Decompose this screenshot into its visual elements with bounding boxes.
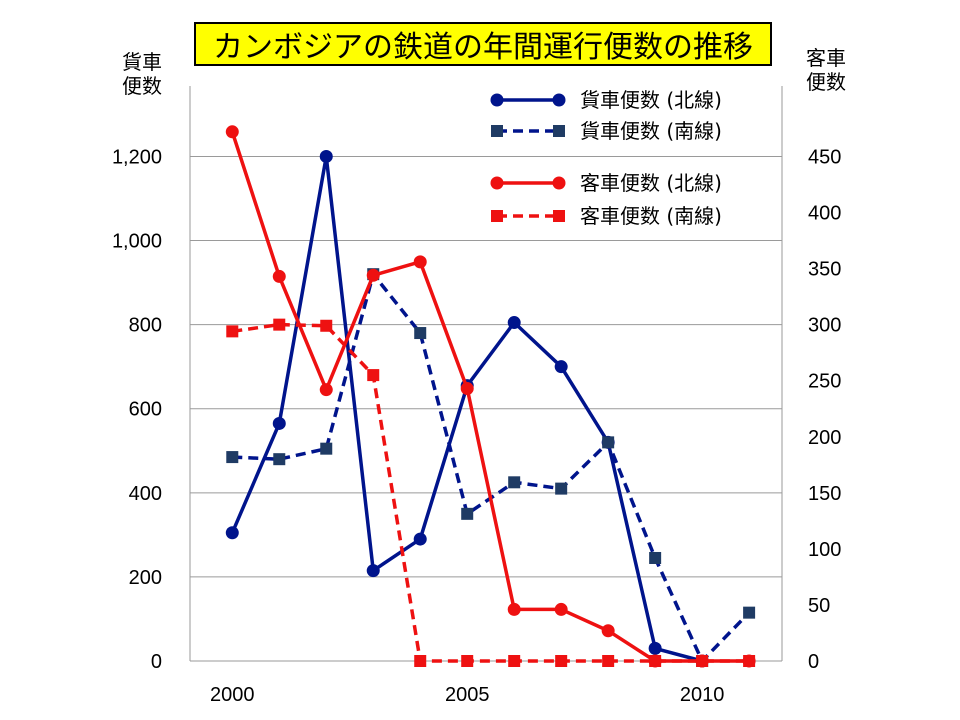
data-point	[461, 655, 474, 667]
right-axis-title-line2: 便数	[806, 70, 846, 94]
series-line	[232, 272, 751, 663]
series-group	[225, 125, 756, 668]
data-point	[225, 125, 239, 139]
data-point	[743, 606, 756, 619]
left-tick-label: 1,200	[112, 146, 162, 168]
data-point	[508, 655, 521, 667]
data-point	[319, 149, 333, 163]
left-axis-title-line1: 貨車	[122, 50, 162, 74]
legend-label: 客車便数 (南線)	[580, 204, 722, 228]
data-point	[461, 507, 474, 520]
right-tick-label: 200	[808, 427, 841, 449]
legend-marker	[553, 210, 565, 222]
legend-entry-4: 客車便数 (南線)	[491, 204, 722, 228]
data-point	[743, 655, 756, 667]
legend-entry-2: 貨車便数 (南線)	[491, 119, 722, 143]
data-point	[413, 532, 427, 546]
left-tick-label: 400	[129, 483, 162, 505]
series-4	[226, 318, 756, 667]
legend-entry-1: 貨車便数 (北線)	[490, 88, 722, 112]
left-axis-title: 貨車 便数	[112, 50, 172, 98]
data-point	[601, 624, 615, 638]
data-point	[554, 602, 568, 616]
legend-marker	[490, 176, 504, 190]
legend-marker	[552, 93, 566, 107]
legend: 貨車便数 (北線) 貨車便数 (南線) 客車便数 (北線) 客車便数 (南線)	[490, 88, 722, 228]
x-tick-label: 2000	[210, 684, 255, 706]
right-tick-label: 250	[808, 371, 841, 393]
data-point	[272, 269, 286, 283]
left-tick-label: 200	[129, 567, 162, 589]
data-point	[414, 655, 427, 667]
right-tick-label: 150	[808, 483, 841, 505]
data-point	[414, 327, 427, 340]
tick-labels: 0 200 400 600 800 1,000 1,200 0 50 100 150 200 250 30…	[112, 146, 841, 706]
legend-marker	[491, 125, 503, 137]
left-tick-label: 0	[151, 651, 162, 673]
data-point	[602, 655, 615, 667]
series-line	[232, 322, 750, 663]
data-point	[413, 255, 427, 269]
right-tick-label: 400	[808, 203, 841, 225]
data-point	[273, 453, 286, 466]
data-point	[366, 268, 380, 282]
right-tick-label: 0	[808, 651, 819, 673]
data-point	[320, 319, 333, 332]
legend-marker	[552, 176, 566, 190]
chart-title: カンボジアの鉄道の年間運行便数の推移	[194, 22, 772, 66]
data-point	[507, 602, 521, 616]
data-point	[648, 641, 662, 655]
left-tick-label: 1,000	[112, 231, 162, 253]
data-point	[226, 451, 239, 464]
series-2	[226, 268, 756, 667]
data-point	[649, 655, 662, 667]
x-tick-label: 2005	[445, 684, 490, 706]
legend-marker	[490, 93, 504, 107]
left-tick-label: 800	[129, 315, 162, 337]
data-point	[602, 436, 615, 449]
right-tick-label: 350	[808, 259, 841, 281]
right-tick-label: 450	[808, 146, 841, 168]
legend-label: 貨車便数 (南線)	[580, 119, 722, 143]
data-point	[272, 416, 286, 430]
data-point	[460, 382, 474, 396]
data-point	[273, 318, 286, 331]
left-axis-title-line2: 便数	[122, 74, 162, 98]
data-point	[367, 369, 380, 382]
legend-entry-3: 客車便数 (北線)	[490, 171, 722, 195]
data-point	[507, 316, 521, 330]
data-point	[319, 383, 333, 397]
right-axis-title-line1: 客車	[806, 46, 846, 70]
data-point	[554, 360, 568, 374]
legend-label: 客車便数 (北線)	[580, 171, 722, 195]
legend-marker	[553, 125, 565, 137]
data-point	[225, 526, 239, 540]
gridlines	[190, 155, 782, 578]
legend-label: 貨車便数 (北線)	[580, 88, 722, 112]
left-tick-label: 600	[129, 399, 162, 421]
data-point	[649, 551, 662, 564]
data-point	[320, 442, 333, 455]
legend-marker	[491, 210, 503, 222]
data-point	[508, 476, 521, 489]
x-tick-label: 2010	[680, 684, 725, 706]
right-tick-label: 300	[808, 315, 841, 337]
data-point	[555, 655, 568, 667]
data-point	[696, 655, 709, 667]
data-point	[555, 482, 568, 495]
data-point	[366, 564, 380, 578]
right-axis-title: 客車 便数	[796, 46, 856, 94]
right-tick-label: 50	[808, 595, 830, 617]
right-tick-label: 100	[808, 539, 841, 561]
data-point	[226, 325, 239, 338]
